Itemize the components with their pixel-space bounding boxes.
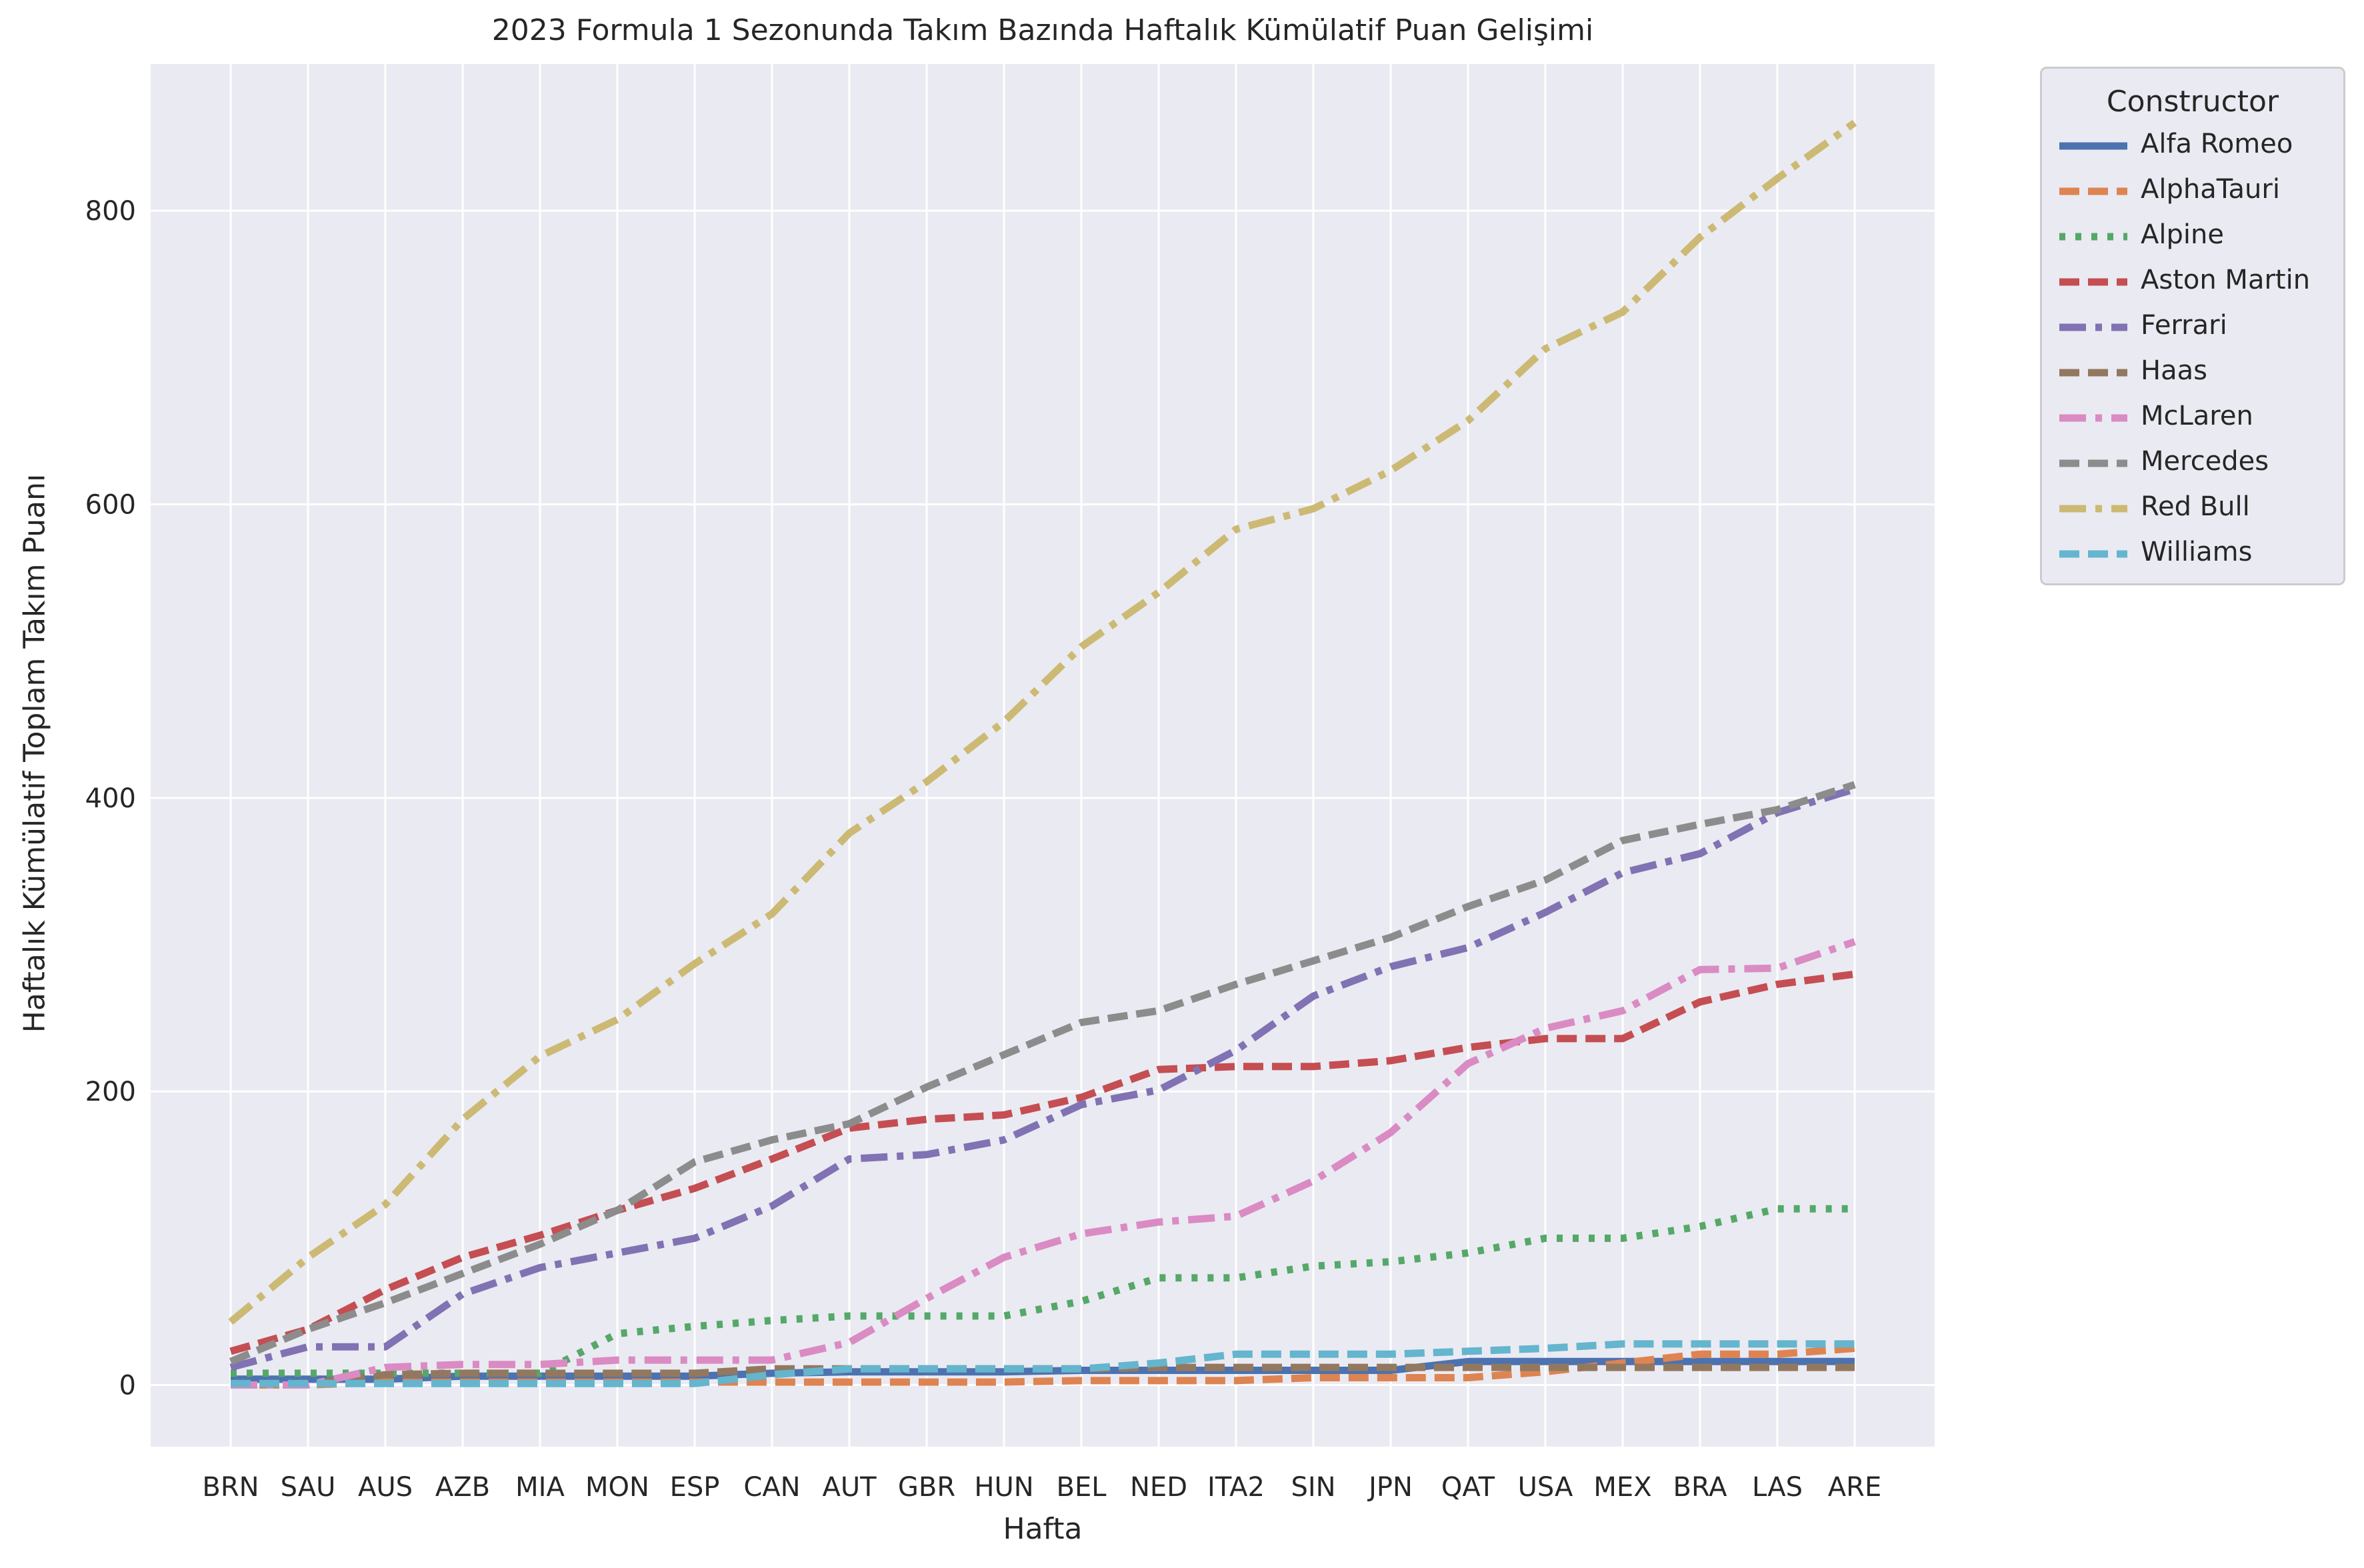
legend-swatch <box>2059 505 2127 513</box>
legend-swatch <box>2059 142 2127 150</box>
y-axis-label: Haftalık Kümülatif Toplam Takım Puanı <box>17 473 52 1033</box>
x-tick-label: AZB <box>435 1472 490 1503</box>
legend-label: Ferrari <box>2141 310 2227 341</box>
x-tick-label: MEX <box>1593 1472 1651 1503</box>
legend-item-ferrari: Ferrari <box>2042 305 2343 350</box>
legend-swatch <box>2059 233 2127 241</box>
legend-item-alpine: Alpine <box>2042 214 2343 259</box>
x-tick-label: SIN <box>1291 1472 1335 1503</box>
y-tick-label: 200 <box>85 1077 136 1107</box>
grid-lines <box>151 64 1935 1447</box>
legend-label: McLaren <box>2141 401 2253 431</box>
series-lines <box>228 119 1857 1389</box>
legend-swatch <box>2059 323 2127 331</box>
x-tick-label: USA <box>1518 1472 1573 1503</box>
legend-label: Williams <box>2141 537 2253 567</box>
x-tick-label: BRA <box>1673 1472 1728 1503</box>
legend-swatch <box>2059 459 2127 467</box>
legend-swatch <box>2059 414 2127 422</box>
x-tick-label: SAU <box>281 1472 336 1503</box>
x-tick-label: ESP <box>670 1472 720 1503</box>
plot-background <box>151 64 1935 1447</box>
legend-label: Red Bull <box>2141 491 2250 522</box>
legend-label: Mercedes <box>2141 446 2269 477</box>
tick-labels: BRN SAU AUS AZB MIA MON ESP CAN AUT GBR HUN BEL NED I… <box>85 196 1882 1503</box>
series-line-mercedes <box>229 781 1856 1365</box>
legend-items: Alfa Romeo AlphaTauri Alpine Aston Martin Fe… <box>2042 123 2343 577</box>
y-tick-label: 0 <box>119 1371 136 1401</box>
x-tick-label: ARE <box>1828 1472 1881 1503</box>
legend-title: Constructor <box>2106 85 2279 119</box>
x-axis-label: Hafta <box>1003 1512 1083 1546</box>
x-tick-label: CAN <box>743 1472 800 1503</box>
x-tick-label: ITA2 <box>1207 1472 1265 1503</box>
legend-label: Haas <box>2141 355 2207 386</box>
x-tick-label: QAT <box>1441 1472 1495 1503</box>
y-tick-label: 600 <box>85 490 136 521</box>
series-line-aston-martin <box>229 970 1855 1355</box>
legend-swatch <box>2059 278 2127 286</box>
legend-item-alphatauri: AlphaTauri <box>2042 169 2343 214</box>
chart-title: 2023 Formula 1 Sezonunda Takım Bazında H… <box>491 13 1594 47</box>
x-tick-label: AUT <box>822 1472 877 1503</box>
legend-item-alfa-romeo: Alfa Romeo <box>2042 123 2343 169</box>
legend: Constructor Alfa Romeo AlphaTauri Alpine As… <box>2040 67 2345 585</box>
legend-swatch <box>2059 369 2127 377</box>
series-line-williams <box>231 1340 1855 1387</box>
x-tick-label: NED <box>1130 1472 1187 1503</box>
legend-item-mclaren: McLaren <box>2042 395 2343 441</box>
x-tick-label: MIA <box>515 1472 565 1503</box>
x-tick-label: HUN <box>974 1472 1033 1503</box>
x-tick-label: BEL <box>1057 1472 1107 1503</box>
legend-label: AlphaTauri <box>2141 174 2280 205</box>
x-tick-label: MON <box>585 1472 649 1503</box>
legend-item-mercedes: Mercedes <box>2042 441 2343 486</box>
legend-item-williams: Williams <box>2042 531 2343 577</box>
series-line-ferrari <box>229 785 1856 1371</box>
x-tick-label: LAS <box>1752 1472 1803 1503</box>
x-tick-label: GBR <box>898 1472 955 1503</box>
series-line-mclaren <box>231 938 1856 1389</box>
y-tick-label: 400 <box>85 783 136 814</box>
x-tick-label: BRN <box>202 1472 259 1503</box>
legend-label: Aston Martin <box>2141 265 2311 295</box>
legend-swatch <box>2059 187 2127 195</box>
y-tick-label: 800 <box>85 196 136 227</box>
legend-item-haas: Haas <box>2042 350 2343 395</box>
legend-item-aston-martin: Aston Martin <box>2042 259 2343 305</box>
legend-label: Alpine <box>2141 219 2224 250</box>
legend-swatch <box>2059 550 2127 558</box>
x-tick-label: JPN <box>1367 1472 1413 1503</box>
x-tick-label: AUS <box>358 1472 413 1503</box>
legend-item-red-bull: Red Bull <box>2042 486 2343 531</box>
legend-label: Alfa Romeo <box>2141 129 2293 159</box>
